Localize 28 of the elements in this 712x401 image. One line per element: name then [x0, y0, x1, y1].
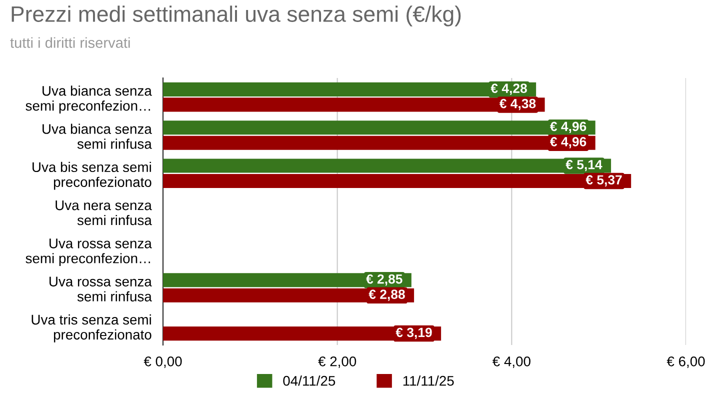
bar: [163, 136, 596, 150]
y-tick-label: Uva bis senza semi preconfezionato: [32, 162, 152, 190]
data-label: € 3,19: [396, 328, 432, 340]
data-label: € 4,28: [490, 84, 527, 95]
data-label: € 2,88: [368, 290, 405, 301]
data-label: € 5,37: [586, 175, 622, 186]
data-label: € 4,38: [499, 98, 536, 110]
bar: [163, 158, 612, 173]
y-tick-label: Uva bianca senza semi preconfezion…: [26, 86, 152, 114]
x-tick-label: € 4,00: [492, 356, 530, 368]
chart-title: Prezzi medi settimanali uva senza semi (€/kg): [12, 6, 461, 26]
x-tick-label: € 0,00: [144, 356, 182, 368]
x-tick-label: € 6,00: [666, 356, 705, 368]
bar: [163, 174, 632, 188]
x-tick-label: € 2,00: [318, 356, 356, 368]
y-tick-label: Uva bianca senza semi rinfusa: [42, 124, 152, 149]
bar: [163, 120, 596, 135]
data-label: € 4,96: [550, 122, 586, 134]
data-label: € 4,96: [550, 137, 586, 148]
y-tick-label: Uva rossa senza semi rinfusa: [50, 276, 152, 302]
legend-label: 04/11/25: [283, 376, 336, 386]
y-tick-label: Uva nera senza semi rinfusa: [56, 200, 152, 226]
y-tick-label: Uva tris senza semi preconfezionato: [32, 314, 152, 342]
text: tutti i diritti riservati: [10, 37, 130, 48]
y-tick-label: Uva rossa senza semi preconfezion…: [26, 238, 152, 266]
data-label: € 5,14: [566, 160, 602, 172]
legend-label: 11/11/25: [403, 376, 454, 386]
data-label: € 2,85: [366, 274, 402, 286]
